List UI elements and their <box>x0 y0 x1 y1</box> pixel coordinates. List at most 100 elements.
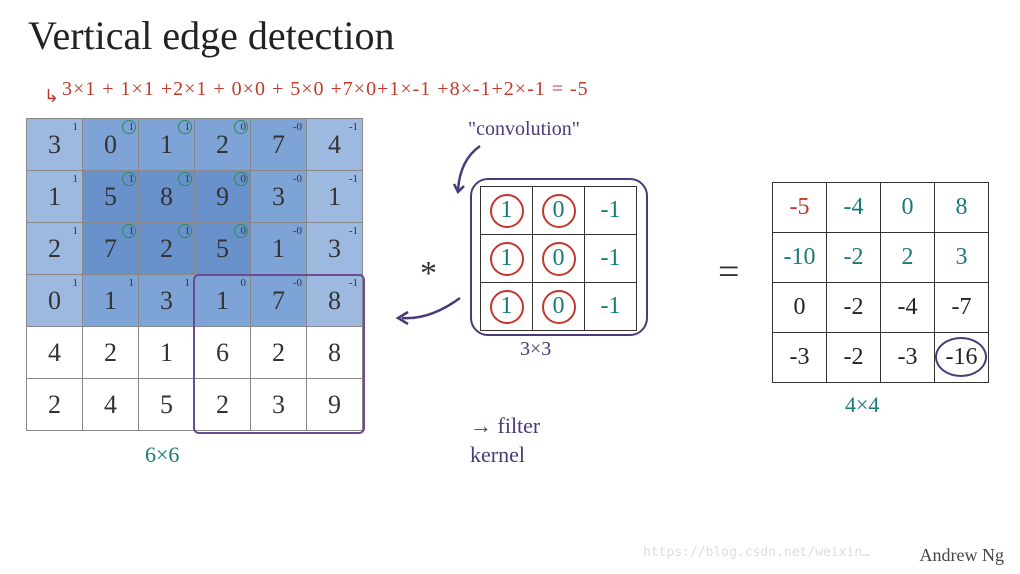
kernel-circle-marker <box>490 242 524 276</box>
input-size-label: 6×6 <box>145 442 179 468</box>
watermark-text: https://blog.csdn.net/weixin… <box>643 545 870 560</box>
input-cell: 31 <box>139 275 195 327</box>
convolution-label: "convolution" <box>468 118 580 141</box>
output-size-label: 4×4 <box>845 392 879 418</box>
output-cell: -3 <box>773 333 827 383</box>
equals-sign: = <box>718 250 739 294</box>
input-cell: 21 <box>27 223 83 275</box>
input-cell: 11 <box>83 275 139 327</box>
green-circle-marker <box>234 224 248 238</box>
input-cell: 4 <box>27 327 83 379</box>
green-circle-marker <box>234 172 248 186</box>
input-superscript: -0 <box>293 225 302 237</box>
output-cell: -7 <box>935 283 989 333</box>
kernel-size-label: 3×3 <box>520 338 551 361</box>
kernel-cell: 0 <box>533 283 585 331</box>
output-cell: -4 <box>881 283 935 333</box>
kernel-cell: -1 <box>585 187 637 235</box>
kernel-cell: 0 <box>533 235 585 283</box>
input-cell: 81 <box>139 171 195 223</box>
input-cell: 8-1 <box>307 275 363 327</box>
input-cell: 2 <box>27 379 83 431</box>
output-cell: 0 <box>881 183 935 233</box>
output-cell: -2 <box>827 233 881 283</box>
kernel-cell: -1 <box>585 235 637 283</box>
input-cell: 10 <box>195 275 251 327</box>
input-cell: 11 <box>27 171 83 223</box>
kernel-matrix: 10-1 10-1 10-1 <box>480 186 637 331</box>
output-cell: 8 <box>935 183 989 233</box>
input-superscript: -1 <box>349 225 358 237</box>
input-superscript: -0 <box>293 277 302 289</box>
input-cell: 11 <box>139 119 195 171</box>
output-cell: -3 <box>881 333 935 383</box>
input-cell: 3-0 <box>251 171 307 223</box>
input-cell: 3 <box>251 379 307 431</box>
input-superscript: -1 <box>349 277 358 289</box>
input-superscript: -0 <box>293 173 302 185</box>
input-cell: 7-0 <box>251 119 307 171</box>
green-circle-marker <box>178 120 192 134</box>
input-cell: 1-0 <box>251 223 307 275</box>
input-cell: 9 <box>307 379 363 431</box>
kernel-circle-marker <box>490 290 524 324</box>
equation-text: 3×1 + 1×1 +2×1 + 0×0 + 5×0 +7×0+1×-1 +8×… <box>62 78 589 101</box>
green-circle-marker <box>122 120 136 134</box>
input-cell: 51 <box>83 171 139 223</box>
output-cell: -4 <box>827 183 881 233</box>
input-superscript: 1 <box>73 225 79 237</box>
green-circle-marker <box>234 120 248 134</box>
author-credit: Andrew Ng <box>920 545 1004 566</box>
input-cell: 2 <box>251 327 307 379</box>
output-cell: -16 <box>935 333 989 383</box>
green-circle-marker <box>122 172 136 186</box>
kernel-cell: 1 <box>481 235 533 283</box>
output-cell: 0 <box>773 283 827 333</box>
input-cell: 50 <box>195 223 251 275</box>
output-cell: -2 <box>827 283 881 333</box>
output-cell: -5 <box>773 183 827 233</box>
green-circle-marker <box>178 224 192 238</box>
input-cell: 01 <box>83 119 139 171</box>
filter-line2: kernel <box>470 442 525 467</box>
output-cell: -2 <box>827 333 881 383</box>
input-cell: 01 <box>27 275 83 327</box>
input-cell: 4-1 <box>307 119 363 171</box>
input-cell: 1 <box>139 327 195 379</box>
filter-kernel-label: → filter kernel <box>470 412 540 469</box>
input-cell: 2 <box>195 379 251 431</box>
input-superscript: 1 <box>73 173 79 185</box>
input-cell: 20 <box>195 119 251 171</box>
input-superscript: 1 <box>185 277 191 289</box>
input-cell: 5 <box>139 379 195 431</box>
kernel-cell: 1 <box>481 283 533 331</box>
kernel-circle-marker <box>542 290 576 324</box>
input-cell: 3-1 <box>307 223 363 275</box>
input-cell: 71 <box>83 223 139 275</box>
input-matrix: 310111207-04-1115181903-01-1217121501-03… <box>26 118 363 431</box>
kernel-cell: 1 <box>481 187 533 235</box>
green-circle-marker <box>122 224 136 238</box>
input-superscript: -0 <box>293 121 302 133</box>
input-superscript: 1 <box>129 277 135 289</box>
equation-arrow: ↳ <box>44 86 59 107</box>
kernel-cell: -1 <box>585 283 637 331</box>
kernel-circle-marker <box>490 194 524 228</box>
input-superscript: 1 <box>73 121 79 133</box>
input-superscript: -1 <box>349 121 358 133</box>
kernel-cell: 0 <box>533 187 585 235</box>
input-cell: 21 <box>139 223 195 275</box>
output-cell: -10 <box>773 233 827 283</box>
output-matrix: -5-408-10-2230-2-4-7-3-2-3-16 <box>772 182 989 383</box>
input-cell: 4 <box>83 379 139 431</box>
page-title: Vertical edge detection <box>28 12 394 59</box>
arrow-to-kernel-bottom <box>390 290 470 340</box>
input-cell: 7-0 <box>251 275 307 327</box>
input-superscript: 1 <box>73 277 79 289</box>
input-cell: 1-1 <box>307 171 363 223</box>
output-cell: 3 <box>935 233 989 283</box>
kernel-circle-marker <box>542 194 576 228</box>
input-cell: 90 <box>195 171 251 223</box>
convolution-operator: * <box>420 255 437 293</box>
input-superscript: -1 <box>349 173 358 185</box>
